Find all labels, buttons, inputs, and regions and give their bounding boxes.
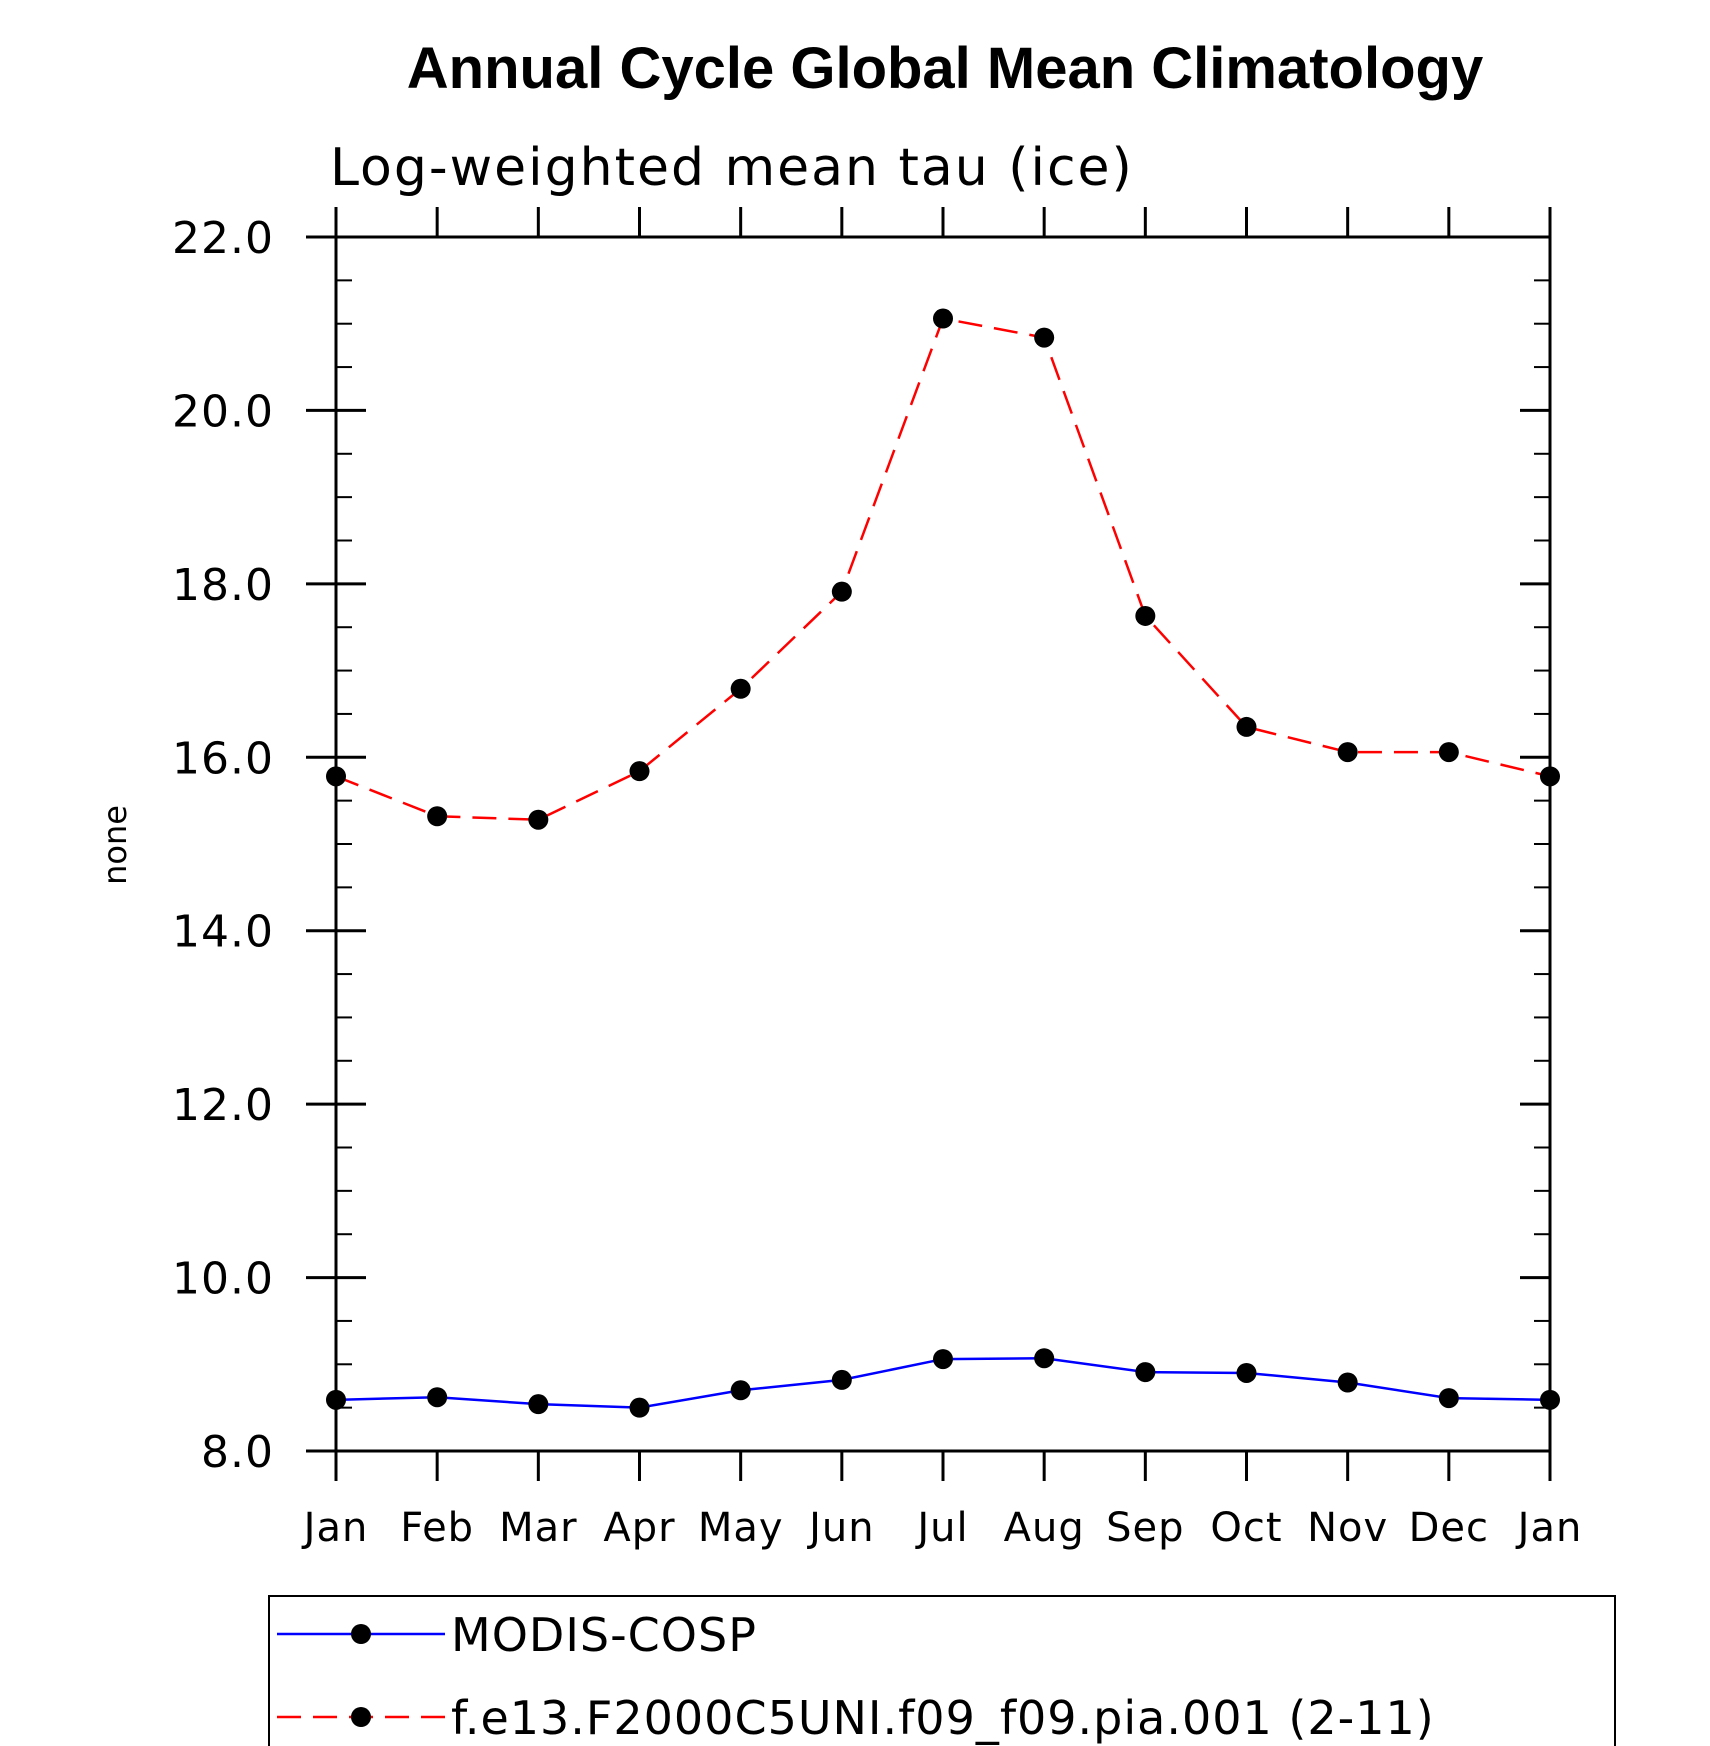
data-point-series-2 — [1236, 716, 1257, 737]
data-point-series-2 — [326, 766, 346, 787]
y-tick-label: 18.0 — [172, 560, 274, 611]
x-tick-label: Sep — [1106, 1505, 1184, 1551]
x-tick-label: Jan — [1515, 1505, 1583, 1551]
data-point-series-2 — [1135, 605, 1156, 626]
x-tick-label: Jun — [806, 1505, 875, 1551]
data-point-series-1 — [326, 1389, 346, 1410]
data-point-series-2 — [1438, 742, 1459, 763]
y-tick-label: 8.0 — [201, 1427, 274, 1478]
x-tick-label: Aug — [1004, 1505, 1085, 1551]
x-tick-label: Nov — [1307, 1505, 1388, 1551]
data-point-series-2 — [831, 581, 852, 602]
legend-marker-2 — [351, 1707, 371, 1727]
axis-ticks — [306, 207, 1552, 1481]
chart-title: Annual Cycle Global Mean Climatology — [407, 36, 1483, 101]
data-point-series-2 — [933, 308, 953, 329]
data-point-series-2 — [730, 678, 751, 699]
y-tick-labels: 8.0 10.0 12.0 14.0 16.0 18.0 20.0 22.0 — [172, 213, 274, 1478]
x-tick-labels: Jan Feb Mar Apr May Jun Jul Aug Sep Oct Nov Dec Jan — [301, 1505, 1583, 1551]
legend-marker-1 — [351, 1624, 371, 1644]
plot-frame — [334, 235, 1552, 1453]
legend-label-2: f.e13.F2000C5UNI.f09_f09.pia.001 (2-11) — [451, 1691, 1435, 1745]
y-tick-label: 22.0 — [172, 213, 274, 264]
x-tick-label: May — [698, 1505, 784, 1551]
legend-box — [268, 1595, 1616, 1746]
data-point-series-2 — [1034, 327, 1055, 348]
x-tick-label: Oct — [1210, 1505, 1282, 1551]
data-point-series-1 — [831, 1369, 852, 1390]
data-point-series-1 — [1034, 1348, 1055, 1369]
series-layer — [326, 308, 1560, 1418]
data-point-series-1 — [427, 1387, 448, 1408]
legend-items: MODIS-COSP f.e13.F2000C5UNI.f09_f09.pia.0… — [277, 1608, 1435, 1745]
x-tick-label: Jul — [914, 1505, 968, 1551]
data-point-series-1 — [1236, 1362, 1257, 1383]
x-tick-label: Dec — [1409, 1505, 1489, 1551]
data-point-series-1 — [1540, 1389, 1560, 1410]
data-point-series-1 — [629, 1397, 650, 1418]
x-tick-label: Apr — [603, 1505, 675, 1551]
data-point-series-1 — [1337, 1372, 1358, 1393]
y-tick-label: 10.0 — [172, 1254, 274, 1305]
chart-subtitle: Log-weighted mean tau (ice) — [330, 138, 1134, 198]
data-point-series-1 — [528, 1394, 549, 1415]
y-axis-label: none — [96, 805, 134, 885]
x-tick-label: Feb — [400, 1505, 474, 1551]
x-tick-label: Jan — [301, 1505, 369, 1551]
series-line-2 — [335, 317, 1551, 821]
data-point-series-1 — [730, 1380, 751, 1401]
y-tick-label: 12.0 — [172, 1080, 274, 1131]
data-point-series-1 — [1135, 1362, 1156, 1383]
data-point-series-1 — [933, 1349, 953, 1370]
data-point-series-2 — [1337, 742, 1358, 763]
y-tick-label: 20.0 — [172, 386, 274, 437]
data-point-series-2 — [629, 761, 650, 782]
data-point-series-2 — [528, 809, 549, 830]
data-point-series-1 — [1438, 1388, 1459, 1409]
y-tick-label: 16.0 — [172, 733, 274, 784]
x-tick-label: Mar — [499, 1505, 577, 1551]
legend: MODIS-COSP f.e13.F2000C5UNI.f09_f09.pia.0… — [268, 1595, 1616, 1746]
data-point-series-2 — [1540, 766, 1560, 787]
data-point-series-2 — [427, 806, 448, 827]
y-tick-label: 14.0 — [172, 907, 274, 958]
legend-label-1: MODIS-COSP — [451, 1608, 757, 1662]
